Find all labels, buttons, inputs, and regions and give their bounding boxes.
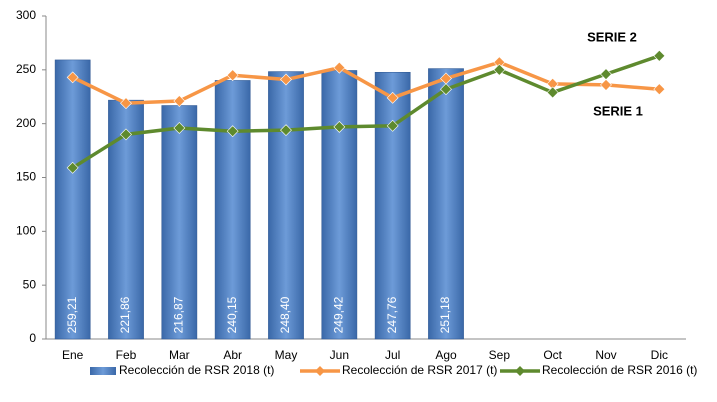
legend-label: Recolección de RSR 2016 (t) [542,363,697,377]
y-tick-label: 300 [16,8,36,22]
x-tick-label: Jun [330,348,349,362]
marker [600,68,612,81]
marker [493,63,506,76]
marker [120,97,132,110]
marker [66,161,79,174]
value-label: 251,18 [438,296,452,333]
marker [173,122,186,134]
y-tick-label: 200 [16,116,36,130]
bar [161,105,198,340]
bar [321,70,358,340]
marker [440,83,452,96]
x-tick-label: Feb [116,348,137,362]
marker [173,95,186,107]
x-tick-label: Jul [385,348,400,362]
legend-marker [315,366,325,376]
x-tick-label: Nov [595,348,616,362]
line [71,54,660,170]
marker [280,124,292,137]
marker [120,128,132,141]
x-tick-label: Dic [651,348,668,362]
legend-label: Recolección de RSR 2018 (t) [119,363,274,377]
y-tick-label: 150 [16,170,36,184]
value-label: 249,42 [332,296,346,333]
bar [54,59,91,340]
marker [386,91,399,104]
marker [653,83,666,96]
x-tick-label: Sep [489,348,511,362]
bar [214,80,251,340]
annotation: SERIE 2 [587,29,637,44]
marker [386,119,399,132]
marker [333,61,346,74]
x-tick-label: Ago [435,348,457,362]
y-tick-label: 0 [29,331,36,345]
value-label: 216,87 [172,296,186,333]
x-tick-label: Ene [62,348,84,362]
y-tick-label: 250 [16,62,36,76]
x-tick-label: Oct [543,348,562,362]
marker [226,125,239,138]
line [71,60,660,105]
x-tick-label: May [275,348,298,362]
marker [546,86,559,99]
legend-marker [515,366,525,376]
x-tick-label: Abr [223,348,242,362]
marker [66,71,79,84]
legend-swatch [90,367,116,375]
marker [333,120,346,133]
bar [268,71,304,340]
value-label: 221,86 [118,296,132,333]
marker [600,78,612,91]
value-label: 259,21 [65,296,79,333]
marker [280,73,292,86]
y-tick-label: 100 [16,224,36,238]
marker [653,49,666,62]
bar [428,68,464,340]
marker [226,69,239,82]
y-tick-label: 50 [23,277,37,291]
x-tick-label: Mar [169,348,190,362]
value-label: 240,15 [225,296,239,333]
annotation: SERIE 1 [593,103,643,118]
legend-label: Recolección de RSR 2017 (t) [342,363,497,377]
value-label: 248,40 [278,296,292,333]
value-label: 247,76 [385,296,399,333]
